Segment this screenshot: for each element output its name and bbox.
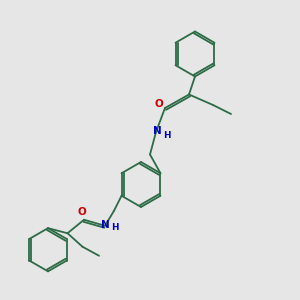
Text: N: N xyxy=(101,220,110,230)
Text: H: H xyxy=(163,130,170,140)
Text: H: H xyxy=(111,223,118,232)
Text: O: O xyxy=(77,207,86,217)
Text: O: O xyxy=(154,99,163,110)
Text: N: N xyxy=(153,126,162,136)
